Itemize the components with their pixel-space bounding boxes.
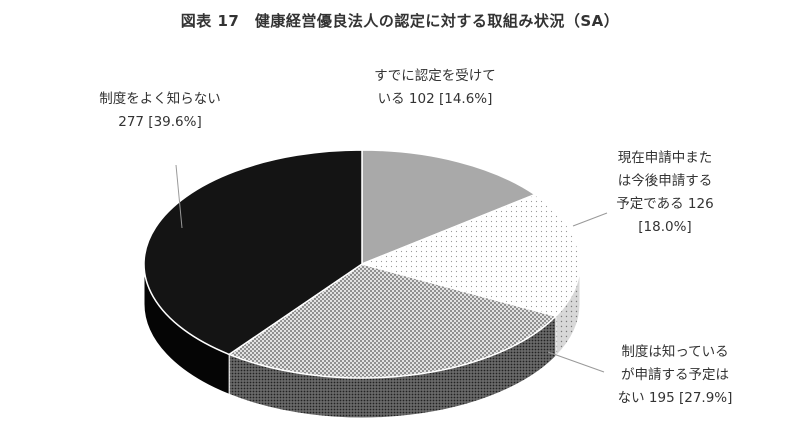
slice-no-plan-label: 制度は知っているが申請する予定はない 195 [27.9%] (618, 343, 733, 406)
slice-applying-leader-line (572, 212, 608, 227)
slice-applying (359, 193, 581, 318)
slice-unaware-leader-line (175, 164, 183, 229)
slice-certified-label: すでに認定を受けている 102 [14.6%] (374, 68, 496, 107)
slice-unaware (143, 149, 363, 356)
slice-no-plan (227, 263, 558, 379)
slice-no-plan-leader-line (547, 351, 605, 373)
slice-certified (361, 149, 537, 266)
slice-applying-label: 現在申請中または今後申請する予定である 126 [18.0%] (616, 150, 713, 235)
slice-unaware-label: 制度をよく知らない 277 [39.6%] (99, 90, 221, 130)
chart-title: 図表 17 健康経営優良法人の認定に対する取組み状況（SA） (180, 12, 620, 30)
